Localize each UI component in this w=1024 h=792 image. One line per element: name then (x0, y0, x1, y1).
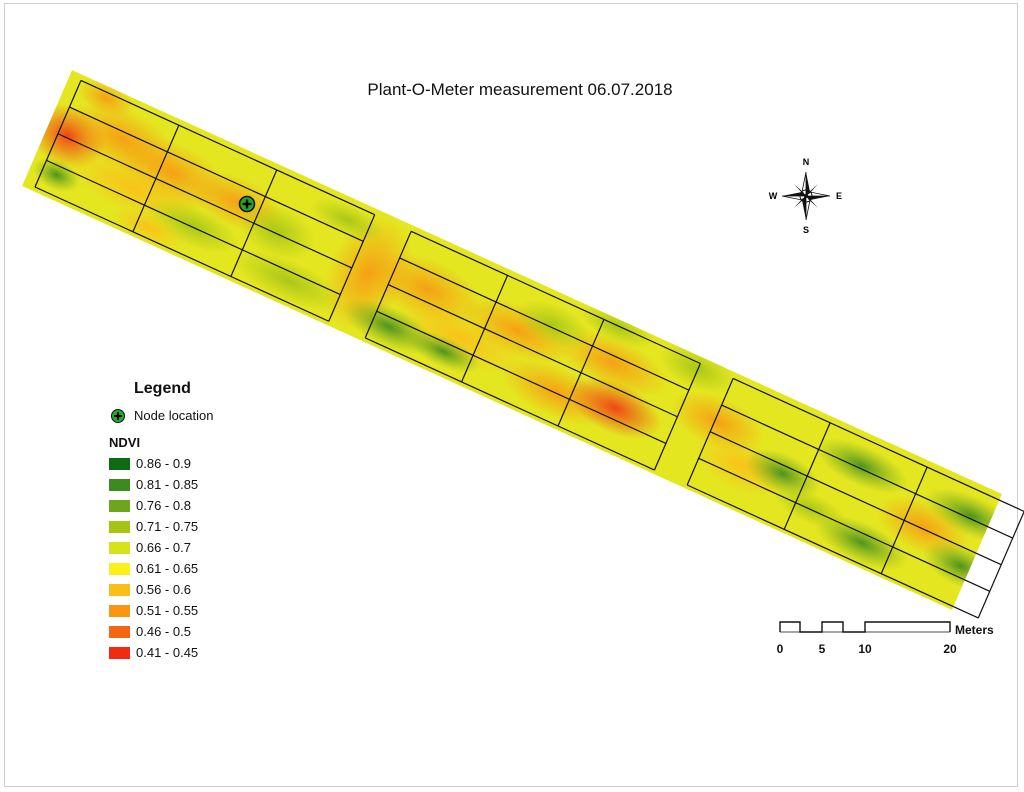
ndvi-class-label: 0.51 - 0.55 (136, 603, 199, 618)
ndvi-class-row: 0.41 - 0.45 (109, 642, 198, 663)
compass-south-label: S (803, 225, 809, 235)
ndvi-swatch (109, 646, 130, 659)
ndvi-swatch (109, 478, 130, 491)
ndvi-class-row: 0.76 - 0.8 (109, 495, 198, 516)
ndvi-class-label: 0.66 - 0.7 (136, 540, 191, 555)
scale-tick-label: 0 (776, 642, 784, 656)
ndvi-class-row: 0.71 - 0.75 (109, 516, 198, 537)
legend-node-label: Node location (134, 408, 214, 423)
compass-west-label: W (769, 191, 778, 201)
node-location-icon[interactable] (238, 195, 256, 213)
scale-bar: 0 5 10 20 Meters (775, 618, 1015, 658)
scale-tick-label: 10 (858, 642, 872, 656)
ndvi-class-label: 0.56 - 0.6 (136, 582, 191, 597)
ndvi-swatch (109, 520, 130, 533)
ndvi-heading: NDVI (109, 435, 141, 450)
ndvi-class-label: 0.86 - 0.9 (136, 456, 191, 471)
ndvi-class-row: 0.56 - 0.6 (109, 579, 198, 600)
map-frame (4, 3, 1018, 787)
ndvi-class-label: 0.41 - 0.45 (136, 645, 199, 660)
ndvi-class-row: 0.46 - 0.5 (109, 621, 198, 642)
ndvi-swatch (109, 562, 130, 575)
scale-tick-label: 5 (818, 642, 826, 656)
ndvi-swatch (109, 583, 130, 596)
plot-grid (34, 79, 1024, 619)
scale-bar-graphic (779, 621, 951, 633)
compass-east-label: E (836, 191, 842, 201)
ndvi-swatch (109, 541, 130, 554)
map-title: Plant-O-Meter measurement 06.07.2018 (367, 80, 673, 99)
ndvi-class-list: 0.86 - 0.9 0.81 - 0.85 0.76 - 0.8 0.71 -… (109, 453, 198, 663)
ndvi-raster (22, 70, 1002, 610)
ndvi-class-row: 0.51 - 0.55 (109, 600, 198, 621)
legend-node-entry: Node location (111, 408, 214, 423)
ndvi-class-row: 0.61 - 0.65 (109, 558, 198, 579)
compass-north-label: N (803, 157, 810, 167)
ndvi-class-label: 0.61 - 0.65 (136, 561, 199, 576)
ndvi-class-row: 0.81 - 0.85 (109, 474, 198, 495)
ndvi-class-label: 0.81 - 0.85 (136, 477, 199, 492)
ndvi-class-label: 0.71 - 0.75 (136, 519, 199, 534)
legend-title: Legend (134, 380, 191, 397)
node-location-icon (111, 408, 125, 423)
ndvi-class-label: 0.76 - 0.8 (136, 498, 191, 513)
ndvi-class-row: 0.66 - 0.7 (109, 537, 198, 558)
ndvi-swatch (109, 604, 130, 617)
scale-tick-label: 20 (943, 642, 957, 656)
ndvi-swatch (109, 457, 130, 470)
ndvi-class-row: 0.86 - 0.9 (109, 453, 198, 474)
scale-units-label: Meters (955, 623, 994, 637)
ndvi-swatch (109, 625, 130, 638)
compass-rose-icon: N S E W (769, 157, 842, 235)
ndvi-class-label: 0.46 - 0.5 (136, 624, 191, 639)
ndvi-swatch (109, 499, 130, 512)
